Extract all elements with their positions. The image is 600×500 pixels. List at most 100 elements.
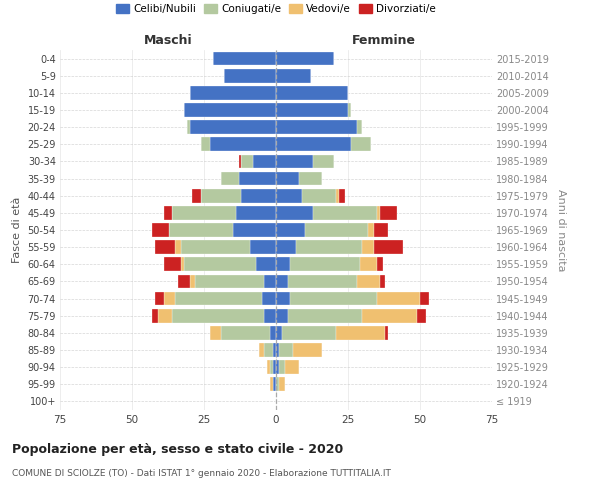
Bar [221,326,270,340]
Bar [164,292,175,306]
Bar [276,360,279,374]
Bar [193,189,201,202]
Bar [155,292,164,306]
Bar [296,240,362,254]
Bar [196,274,265,288]
Bar [385,326,388,340]
Bar [290,258,359,271]
Bar [276,378,279,391]
Text: COMUNE DI SCIOLZE (TO) - Dati ISTAT 1° gennaio 2020 - Elaborazione TUTTITALIA.IT: COMUNE DI SCIOLZE (TO) - Dati ISTAT 1° g… [12,469,391,478]
Bar [201,189,241,202]
Bar [276,309,287,322]
Bar [351,138,371,151]
Bar [276,258,290,271]
Bar [164,206,172,220]
Bar [362,240,374,254]
Bar [253,154,276,168]
Bar [279,343,293,357]
Bar [276,103,348,117]
Bar [276,274,287,288]
Bar [290,292,377,306]
Bar [377,292,420,306]
Bar [276,206,313,220]
Bar [152,223,169,237]
Bar [377,206,380,220]
Bar [181,240,250,254]
Bar [359,258,377,271]
Bar [362,309,417,322]
Bar [356,120,362,134]
Y-axis label: Anni di nascita: Anni di nascita [556,188,566,271]
Bar [377,258,383,271]
Bar [276,138,351,151]
Bar [374,240,403,254]
Bar [212,52,276,66]
Bar [265,343,273,357]
Bar [241,154,253,168]
Bar [236,206,276,220]
Bar [175,240,181,254]
Bar [299,172,322,185]
Bar [169,223,233,237]
Text: Maschi: Maschi [143,34,193,46]
Bar [417,309,426,322]
Bar [279,378,284,391]
Bar [276,326,282,340]
Bar [221,172,239,185]
Bar [158,309,172,322]
Bar [181,258,184,271]
Text: Popolazione per età, sesso e stato civile - 2020: Popolazione per età, sesso e stato civil… [12,442,343,456]
Bar [374,223,388,237]
Bar [155,240,175,254]
Bar [276,86,348,100]
Bar [279,360,284,374]
Bar [190,274,196,288]
Bar [356,274,380,288]
Bar [175,292,262,306]
Bar [276,240,296,254]
Bar [302,189,337,202]
Bar [380,206,397,220]
Bar [276,189,302,202]
Bar [276,120,356,134]
Bar [380,274,385,288]
Bar [313,154,334,168]
Bar [273,378,276,391]
Bar [420,292,428,306]
Bar [276,292,290,306]
Legend: Celibi/Nubili, Coniugati/e, Vedovi/e, Divorziati/e: Celibi/Nubili, Coniugati/e, Vedovi/e, Di… [112,0,440,18]
Bar [250,240,276,254]
Bar [172,206,236,220]
Bar [282,326,337,340]
Bar [239,154,241,168]
Bar [268,360,270,374]
Bar [210,326,221,340]
Bar [276,52,334,66]
Bar [172,309,265,322]
Bar [190,120,276,134]
Bar [273,343,276,357]
Bar [239,172,276,185]
Bar [201,138,210,151]
Bar [270,360,273,374]
Bar [287,309,362,322]
Bar [287,274,356,288]
Bar [348,103,351,117]
Bar [276,154,313,168]
Bar [276,223,305,237]
Bar [368,223,374,237]
Bar [152,309,158,322]
Bar [184,258,256,271]
Bar [256,258,276,271]
Bar [270,378,273,391]
Bar [164,258,181,271]
Bar [305,223,368,237]
Bar [262,292,276,306]
Bar [233,223,276,237]
Bar [340,189,345,202]
Y-axis label: Fasce di età: Fasce di età [12,197,22,263]
Bar [276,172,299,185]
Bar [337,326,385,340]
Bar [265,309,276,322]
Bar [293,343,322,357]
